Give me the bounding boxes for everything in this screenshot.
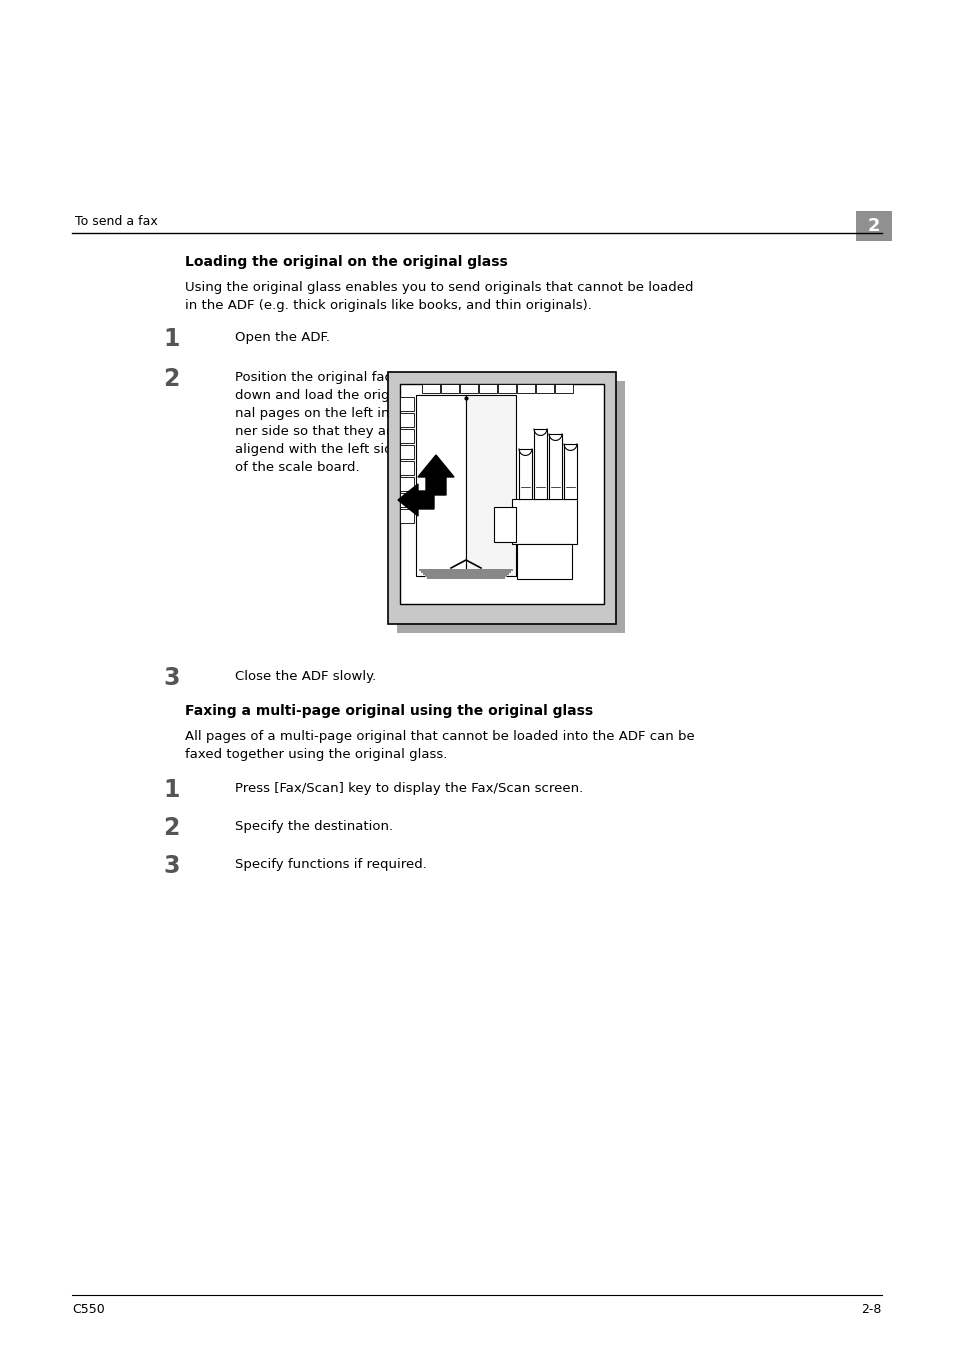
Polygon shape: [534, 429, 546, 436]
Bar: [420, 571, 511, 572]
Text: Specify the destination.: Specify the destination.: [234, 819, 393, 833]
Polygon shape: [548, 433, 561, 440]
Text: Using the original glass enables you to send originals that cannot be loaded: Using the original glass enables you to …: [185, 281, 693, 294]
Bar: [440, 383, 458, 393]
Text: Position the original face: Position the original face: [234, 371, 399, 383]
Bar: [555, 383, 573, 393]
Text: Loading the original on the original glass: Loading the original on the original gla…: [185, 255, 507, 269]
Polygon shape: [518, 450, 532, 500]
Text: 1: 1: [163, 778, 179, 802]
Bar: [399, 383, 603, 603]
Bar: [424, 575, 506, 576]
Bar: [536, 383, 554, 393]
Text: 2: 2: [867, 217, 880, 235]
Text: 2: 2: [163, 815, 179, 840]
Polygon shape: [548, 433, 561, 500]
Bar: [422, 572, 509, 575]
Bar: [396, 381, 624, 633]
Bar: [459, 383, 477, 393]
Bar: [517, 383, 535, 393]
Text: All pages of a multi-page original that cannot be loaded into the ADF can be: All pages of a multi-page original that …: [185, 730, 694, 742]
Bar: [478, 383, 497, 393]
Text: 2-8: 2-8: [861, 1303, 882, 1316]
Polygon shape: [417, 455, 454, 495]
Text: Open the ADF.: Open the ADF.: [234, 331, 330, 344]
Text: down and load the origi-: down and load the origi-: [234, 389, 397, 402]
Polygon shape: [534, 429, 546, 500]
Bar: [388, 373, 616, 624]
Text: 3: 3: [163, 666, 179, 690]
Bar: [465, 396, 516, 576]
Text: To send a fax: To send a fax: [75, 215, 157, 228]
Bar: [421, 383, 439, 393]
Bar: [416, 396, 465, 576]
Bar: [399, 509, 414, 522]
Text: Press [Fax/Scan] key to display the Fax/Scan screen.: Press [Fax/Scan] key to display the Fax/…: [234, 782, 582, 795]
Text: faxed together using the original glass.: faxed together using the original glass.: [185, 748, 447, 761]
Polygon shape: [563, 444, 577, 451]
Text: Close the ADF slowly.: Close the ADF slowly.: [234, 670, 375, 683]
Text: ner side so that they are: ner side so that they are: [234, 425, 399, 437]
Text: of the scale board.: of the scale board.: [234, 460, 359, 474]
Text: nal pages on the left in-: nal pages on the left in-: [234, 406, 394, 420]
Bar: [399, 429, 414, 443]
Bar: [399, 397, 414, 410]
Bar: [497, 383, 516, 393]
Bar: [399, 446, 414, 459]
Text: Specify functions if required.: Specify functions if required.: [234, 859, 426, 871]
Polygon shape: [397, 485, 434, 516]
Polygon shape: [518, 450, 532, 455]
Text: 1: 1: [163, 327, 179, 351]
Bar: [494, 508, 516, 541]
Polygon shape: [563, 444, 577, 500]
Bar: [399, 413, 414, 427]
Bar: [418, 568, 513, 571]
Text: in the ADF (e.g. thick originals like books, and thin originals).: in the ADF (e.g. thick originals like bo…: [185, 298, 591, 312]
Bar: [427, 576, 504, 579]
Text: Faxing a multi-page original using the original glass: Faxing a multi-page original using the o…: [185, 703, 593, 718]
Text: 3: 3: [163, 855, 179, 878]
Bar: [399, 477, 414, 491]
Bar: [517, 544, 572, 579]
Bar: [399, 493, 414, 508]
Bar: [512, 500, 577, 544]
Text: 2: 2: [163, 367, 179, 392]
Text: aligend with the left side: aligend with the left side: [234, 443, 400, 456]
Text: C550: C550: [71, 1303, 105, 1316]
Bar: [399, 460, 414, 475]
Bar: [855, 211, 891, 242]
